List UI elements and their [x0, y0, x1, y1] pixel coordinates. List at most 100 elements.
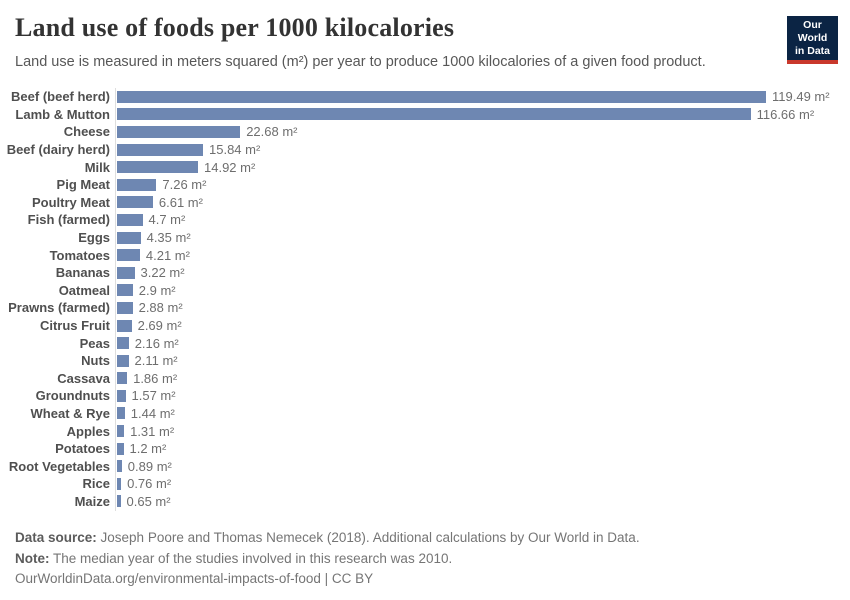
category-label: Beef (dairy herd)	[6, 142, 110, 158]
bar-row: Maize 0.65 m²	[0, 493, 850, 511]
bar-row: Apples 1.31 m²	[0, 422, 850, 440]
owid-logo-line1: Our World	[797, 19, 828, 44]
bar[interactable]	[117, 407, 125, 420]
bar-row: Oatmeal 2.9 m²	[0, 282, 850, 300]
value-label: 7.26 m²	[162, 177, 207, 193]
value-label: 0.65 m²	[126, 493, 171, 509]
category-label: Apples	[66, 423, 110, 439]
bar[interactable]	[117, 231, 141, 244]
bar-row: Lamb & Mutton 116.66 m²	[0, 106, 850, 124]
bar-row: Bananas 3.22 m²	[0, 264, 850, 282]
value-label: 119.49 m²	[772, 89, 830, 105]
bar[interactable]	[117, 301, 133, 314]
data-source-label: Data source:	[15, 530, 97, 545]
bar-row: Wheat & Rye 1.44 m²	[0, 405, 850, 423]
bar-row: Fish (farmed) 4.7 m²	[0, 211, 850, 229]
category-label: Wheat & Rye	[30, 405, 110, 421]
category-label: Peas	[79, 335, 110, 351]
bar[interactable]	[117, 90, 766, 103]
category-label: Potatoes	[55, 441, 110, 457]
bar-row: Tomatoes 4.21 m²	[0, 246, 850, 264]
bar-row: Root Vegetables 0.89 m²	[0, 457, 850, 475]
category-label: Tomatoes	[49, 247, 110, 263]
bar-row: Pig Meat 7.26 m²	[0, 176, 850, 194]
bar-row: Nuts 2.11 m²	[0, 352, 850, 370]
bar[interactable]	[117, 161, 198, 174]
bar[interactable]	[117, 108, 751, 121]
category-label: Groundnuts	[35, 388, 110, 404]
data-source-line: Data source: Joseph Poore and Thomas Nem…	[15, 528, 640, 549]
citation-line: OurWorldinData.org/environmental-impacts…	[15, 571, 374, 587]
bar-row: Cassava 1.86 m²	[0, 370, 850, 388]
chart-title: Land use of foods per 1000 kilocalories	[15, 13, 455, 42]
bar-row: Poultry Meat 6.61 m²	[0, 194, 850, 212]
bar-row: Prawns (farmed) 2.88 m²	[0, 299, 850, 317]
category-label: Lamb & Mutton	[15, 106, 110, 122]
category-label: Pig Meat	[56, 177, 110, 193]
value-label: 4.7 m²	[148, 212, 186, 228]
bar-row: Groundnuts 1.57 m²	[0, 387, 850, 405]
owid-logo[interactable]: Our World in Data	[787, 16, 838, 64]
value-label: 1.31 m²	[130, 423, 175, 439]
bar[interactable]	[117, 284, 133, 297]
category-label: Oatmeal	[58, 282, 110, 298]
value-label: 4.21 m²	[145, 247, 190, 263]
value-label: 6.61 m²	[158, 194, 203, 210]
bar-row: Citrus Fruit 2.69 m²	[0, 317, 850, 335]
bar-row: Potatoes 1.2 m²	[0, 440, 850, 458]
bar[interactable]	[117, 442, 124, 455]
category-label: Root Vegetables	[8, 458, 110, 474]
category-label: Milk	[84, 159, 110, 175]
value-label: 1.57 m²	[131, 388, 176, 404]
bar[interactable]	[117, 143, 203, 156]
bar[interactable]	[117, 477, 122, 490]
value-label: 1.2 m²	[129, 441, 167, 457]
chart-subtitle: Land use is measured in meters squared (…	[15, 54, 706, 70]
bar[interactable]	[117, 337, 129, 350]
bar-row: Beef (dairy herd) 15.84 m²	[0, 141, 850, 159]
value-label: 1.44 m²	[130, 405, 175, 421]
bar[interactable]	[117, 213, 143, 226]
bar[interactable]	[117, 319, 132, 332]
note-text: The median year of the studies involved …	[49, 550, 453, 566]
category-label: Cheese	[63, 124, 110, 140]
value-label: 14.92 m²	[204, 159, 256, 175]
owid-logo-line2: in Data	[794, 45, 830, 57]
category-label: Nuts	[81, 353, 110, 369]
note-line: Note: The median year of the studies inv…	[15, 549, 640, 570]
value-label: 3.22 m²	[140, 265, 185, 281]
value-label: 2.11 m²	[134, 353, 178, 369]
category-label: Bananas	[55, 265, 110, 281]
bar[interactable]	[117, 196, 153, 209]
bar-row: Rice 0.76 m²	[0, 475, 850, 493]
bar-row: Eggs 4.35 m²	[0, 229, 850, 247]
value-label: 2.88 m²	[138, 300, 183, 316]
bar[interactable]	[117, 178, 157, 191]
bar-row: Peas 2.16 m²	[0, 334, 850, 352]
value-label: 1.86 m²	[133, 370, 178, 386]
bar[interactable]	[117, 354, 129, 367]
bar[interactable]	[117, 125, 241, 138]
bar-row: Beef (beef herd) 119.49 m²	[0, 88, 850, 106]
category-label: Citrus Fruit	[39, 318, 110, 334]
bar[interactable]	[117, 266, 135, 279]
value-label: 2.9 m²	[138, 282, 176, 298]
category-label: Rice	[82, 476, 110, 492]
note-label: Note:	[15, 550, 50, 566]
bar[interactable]	[117, 249, 140, 262]
bar[interactable]	[117, 389, 126, 402]
bar[interactable]	[117, 425, 125, 438]
bar[interactable]	[117, 372, 128, 385]
bar-chart: Beef (beef herd) 119.49 m² Lamb & Mutton 11…	[0, 88, 850, 510]
category-label: Beef (beef herd)	[11, 89, 110, 105]
bar[interactable]	[117, 460, 122, 473]
bar[interactable]	[117, 495, 121, 508]
category-label: Prawns (farmed)	[8, 300, 110, 316]
category-label: Cassava	[57, 370, 110, 386]
bar-row: Cheese 22.68 m²	[0, 123, 850, 141]
value-label: 2.69 m²	[137, 318, 182, 334]
category-label: Eggs	[78, 230, 110, 246]
y-axis-line	[115, 88, 116, 511]
category-label: Maize	[74, 493, 110, 509]
value-label: 0.89 m²	[127, 458, 172, 474]
